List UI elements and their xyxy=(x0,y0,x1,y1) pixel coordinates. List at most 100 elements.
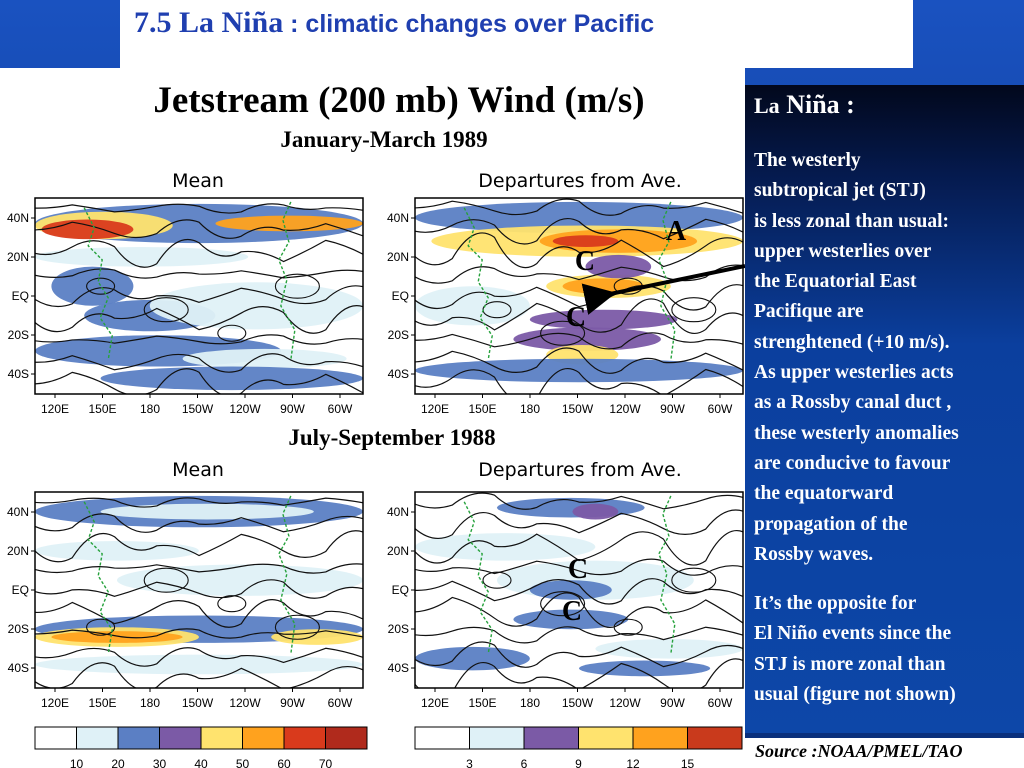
streamline-eddy xyxy=(217,324,247,342)
note-line: strenghtened (+10 m/s). xyxy=(754,331,950,353)
lat-label: 40N xyxy=(7,505,29,519)
streamline xyxy=(35,579,363,599)
lat-label: 40S xyxy=(388,661,409,675)
legend-swatch xyxy=(283,726,326,750)
lon-label: 180 xyxy=(520,696,540,710)
streamline xyxy=(35,497,363,508)
legend-swatch xyxy=(200,726,243,750)
streamline xyxy=(415,641,743,668)
lon-label: 90W xyxy=(660,696,685,710)
legend-swatch xyxy=(414,726,470,750)
lon-label: 150E xyxy=(88,696,116,710)
note-line: As upper westerlies acts xyxy=(754,362,954,384)
legend-swatch xyxy=(469,726,525,750)
wind-band xyxy=(35,654,363,675)
anomaly-marker: C xyxy=(562,596,582,627)
anomaly-marker: C xyxy=(575,246,595,277)
note-line: upper westerlies over xyxy=(754,240,932,262)
legend-swatch xyxy=(242,726,285,750)
legend-label: 10 xyxy=(70,757,84,768)
title-box xyxy=(120,0,913,68)
note-line: The westerly xyxy=(754,150,861,171)
panel-label-departures-bottom: Departures from Ave. xyxy=(478,459,681,481)
period-top: January-March 1989 xyxy=(280,127,487,152)
legend-label: 40 xyxy=(194,757,208,768)
streamline xyxy=(415,298,743,334)
panel-label-mean-top: Mean xyxy=(172,170,224,192)
anomaly-marker: C xyxy=(568,554,588,585)
lon-label: 150W xyxy=(562,696,594,710)
streamline xyxy=(415,347,743,374)
streamline xyxy=(415,658,743,688)
lat-label: 40N xyxy=(387,505,409,519)
lat-label: 40S xyxy=(388,367,409,381)
note-panel xyxy=(745,85,1024,733)
note-line: these westerly anomalies xyxy=(754,422,959,444)
streamline xyxy=(35,219,363,239)
streamline xyxy=(415,492,743,510)
lat-label: 20S xyxy=(388,622,409,636)
streamline xyxy=(415,530,743,566)
wind-band xyxy=(117,564,363,596)
title-main: La Niña xyxy=(179,6,284,39)
lat-label: 40N xyxy=(7,211,29,225)
wind-band xyxy=(572,503,619,520)
lon-label: 120W xyxy=(609,402,641,416)
streamline xyxy=(35,662,363,688)
map-shading xyxy=(35,492,363,688)
lat-label: 20N xyxy=(387,544,409,558)
lon-label: 90W xyxy=(280,696,305,710)
note-paragraph-2: It’s the opposite for El Niño events sinc… xyxy=(754,589,1022,710)
lon-label: 60W xyxy=(328,402,353,416)
wind-band xyxy=(579,660,711,677)
wind-band xyxy=(215,215,363,232)
panel-label-departures-top: Departures from Ave. xyxy=(478,170,681,192)
wind-band xyxy=(35,541,199,561)
legend-label: 50 xyxy=(236,757,250,768)
streamline-eddy xyxy=(613,618,643,636)
legend-swatch xyxy=(34,726,77,750)
legend-swatch xyxy=(578,726,634,750)
mean-legend: 10 20 30 40 50 60 70 xyxy=(34,726,368,768)
wind-band xyxy=(35,247,249,267)
wind-band xyxy=(100,366,363,391)
lat-label: 40S xyxy=(8,367,29,381)
anomaly-marker: C xyxy=(566,302,586,333)
streamline-eddy xyxy=(671,297,717,323)
lon-label: 90W xyxy=(280,402,305,416)
wind-band xyxy=(529,580,612,600)
note-title-main: Niña : xyxy=(786,90,855,119)
legend-swatch xyxy=(523,726,579,750)
streamline xyxy=(35,203,363,214)
note-line: El Niño events since the xyxy=(754,623,952,645)
legend-label: 70 xyxy=(319,757,333,768)
note-line: the Equatorial East xyxy=(754,271,917,293)
lon-label: 120E xyxy=(41,696,69,710)
lon-label: 150E xyxy=(88,402,116,416)
lat-label: EQ xyxy=(392,289,409,303)
streamline xyxy=(415,578,743,605)
lat-label: 20N xyxy=(7,544,29,558)
streamline xyxy=(35,305,363,334)
lon-label: 60W xyxy=(708,402,733,416)
map-panel-mean-top: 40N 20N EQ 20S 40S 120E 150E 180 150W 120W 90W 60W xyxy=(7,197,364,416)
streamline xyxy=(415,264,743,284)
streamline xyxy=(415,558,743,576)
streamline xyxy=(35,334,363,345)
lon-label: 150E xyxy=(468,402,496,416)
lat-label: 40N xyxy=(387,211,409,225)
wind-band xyxy=(41,219,134,240)
wind-band xyxy=(51,266,134,306)
legend-label: 20 xyxy=(111,757,125,768)
note-line: is less zonal than usual: xyxy=(754,210,950,232)
wind-band xyxy=(497,497,645,518)
lat-label: 20N xyxy=(7,250,29,264)
note-line: Rossby waves. xyxy=(754,543,874,565)
streamline xyxy=(35,368,363,394)
lon-label: 120E xyxy=(421,402,449,416)
lon-label: 150W xyxy=(562,402,594,416)
jetstream-figure: Jetstream (200 mb) Wind (m/s) January-Ma… xyxy=(0,68,745,768)
streamline xyxy=(415,198,743,216)
streamline-eddy xyxy=(217,595,247,613)
wind-band xyxy=(51,631,183,643)
